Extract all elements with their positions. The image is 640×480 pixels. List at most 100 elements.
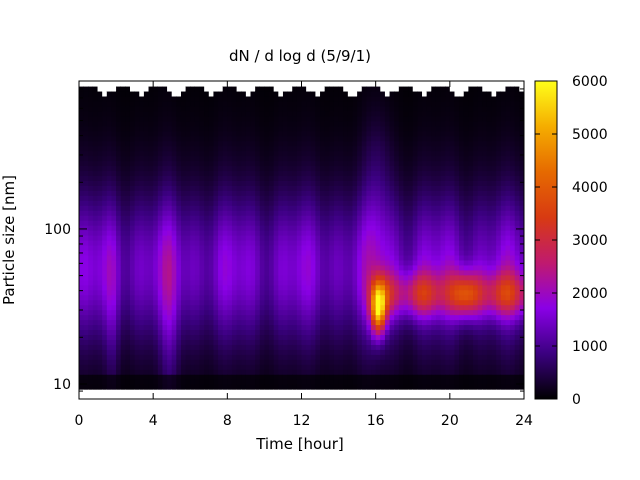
heatmap-cell [194,274,201,281]
heatmap-cell [157,374,164,380]
heatmap-cell [408,185,414,191]
heatmap-cell [333,115,340,122]
heatmap-cell [282,344,289,350]
heatmap-cell [199,394,205,399]
heatmap-cell [296,244,303,251]
heatmap-cell [106,240,113,246]
heatmap-cell [310,334,317,340]
heatmap-cell [171,175,177,181]
heatmap-cell [422,165,428,172]
heatmap-cell [88,289,94,296]
heatmap-cell [120,369,126,375]
heatmap-cell [241,145,247,152]
heatmap-cell [79,220,85,226]
heatmap-cell [88,364,94,370]
heatmap-cell [375,324,381,331]
heatmap-cell [157,215,164,221]
heatmap-cell [134,235,140,241]
heatmap-cell [125,394,131,399]
heatmap-cell [329,379,335,385]
heatmap-cell [408,284,414,291]
heatmap-cell [408,389,414,395]
heatmap-cell [278,145,284,152]
heatmap-cell [236,359,242,365]
heatmap-cell [357,90,363,97]
heatmap-cell [167,364,173,370]
heatmap-cell [361,269,367,276]
heatmap-cell [171,354,177,360]
heatmap-cell [333,279,340,286]
heatmap-cell [204,244,210,251]
heatmap-cell [259,185,266,191]
heatmap-cell [153,125,159,132]
heatmap-cell [227,90,233,97]
heatmap-cell [139,394,145,399]
heatmap-cell [422,354,428,360]
heatmap-cell [222,205,228,211]
heatmap-cell [231,225,238,231]
heatmap-cell [333,284,340,291]
heatmap-cell [422,254,428,261]
heatmap-cell [134,309,140,316]
heatmap-cell [371,125,377,132]
heatmap-cell [403,210,409,216]
heatmap-cell [97,225,103,231]
heatmap-cell [259,389,266,395]
heatmap-cell [180,289,187,296]
heatmap-cell [245,120,252,127]
heatmap-cell [352,269,358,276]
heatmap-cell [227,85,233,92]
heatmap-cell [301,389,307,395]
heatmap-cell [329,264,335,271]
heatmap-cell [194,299,201,306]
heatmap-cell [218,230,224,236]
heatmap-cell [180,279,187,286]
heatmap-cell [236,240,242,246]
heatmap-cell [412,309,418,316]
heatmap-cell [227,185,233,191]
heatmap-cell [134,95,140,102]
heatmap-cell [185,294,191,301]
heatmap-cell [79,200,85,206]
heatmap-cell [306,125,312,132]
heatmap-cell [357,279,363,286]
heatmap-cell [375,309,381,316]
heatmap-cell [329,190,335,196]
heatmap-cell [343,120,349,127]
heatmap-cell [190,130,196,137]
heatmap-cell [357,235,363,241]
heatmap-cell [185,240,191,246]
heatmap-cell [422,269,428,276]
heatmap-cell [134,150,140,157]
heatmap-cell [301,125,307,132]
heatmap-cell [306,304,312,311]
heatmap-cell [255,339,261,345]
heatmap-cell [218,130,224,137]
heatmap-cell [310,304,317,311]
heatmap-cell [236,210,242,216]
heatmap-cell [375,294,381,301]
heatmap-cell [148,259,154,266]
heatmap-cell [259,235,266,241]
heatmap-cell [245,369,252,375]
heatmap-cell [426,145,432,152]
heatmap-cell [157,349,164,355]
heatmap-cell [292,369,298,375]
heatmap-cell [292,160,298,167]
heatmap-cell [250,334,256,340]
heatmap-cell [412,314,418,321]
heatmap-cell [435,334,442,340]
heatmap-cell [296,110,303,117]
heatmap-cell [176,160,182,167]
heatmap-cell [273,175,279,181]
heatmap-cell [194,269,201,276]
heatmap-cell [116,249,122,256]
heatmap-cell [320,185,326,191]
heatmap-cell [83,185,89,191]
heatmap-cell [79,269,85,276]
heatmap-cell [292,110,298,117]
heatmap-cell [343,329,349,336]
heatmap-cell [287,170,293,177]
heatmap-cell [403,100,409,107]
heatmap-cell [333,394,340,399]
